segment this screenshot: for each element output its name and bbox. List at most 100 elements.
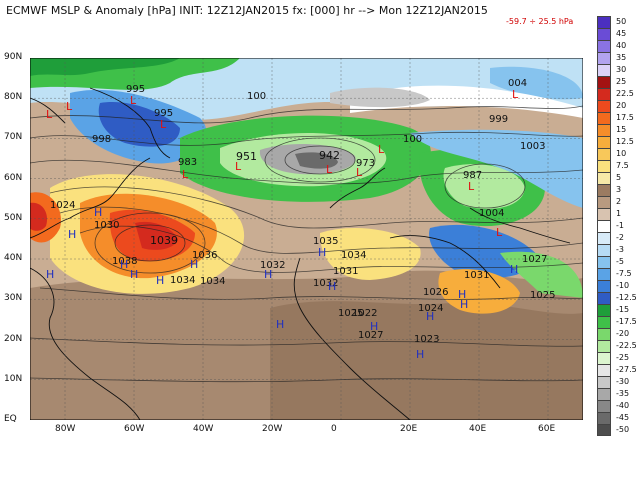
colorbar-label: 40 <box>616 41 627 50</box>
colorbar-label: 50 <box>616 17 627 26</box>
colorbar-label: -5 <box>616 257 624 266</box>
colorbar-label: 35 <box>616 53 627 62</box>
high-pressure-marker: H <box>328 280 336 293</box>
lon-label: 0 <box>331 424 337 434</box>
lon-label: 60E <box>538 424 556 434</box>
colorbar-cell <box>597 64 611 76</box>
low-pressure-marker: L <box>130 94 137 107</box>
anomaly-blue-top-right <box>490 66 583 100</box>
pressure-label: 1026 <box>423 287 448 298</box>
colorbar-cell <box>597 160 611 172</box>
lat-label: 20N <box>4 333 23 344</box>
pressure-label: 983 <box>178 157 197 168</box>
colorbar-cell <box>597 40 611 52</box>
lon-label: 20E <box>400 424 418 434</box>
pressure-label: 942 <box>319 149 340 162</box>
weather-map: 995 995 998 983 100 951 942 973 100 004 999 1003 987… <box>30 58 583 420</box>
colorbar <box>597 16 611 436</box>
colorbar-cell <box>597 424 611 436</box>
colorbar-label: -30 <box>616 377 630 386</box>
colorbar-label: -15 <box>616 305 630 314</box>
high-pressure-marker: H <box>460 298 468 311</box>
colorbar-cell <box>597 208 611 220</box>
anomaly-green-south <box>500 251 583 298</box>
lon-label: 60W <box>124 424 145 434</box>
colorbar-cell <box>597 280 611 292</box>
colorbar-label: -12.5 <box>616 293 637 302</box>
colorbar-label: 3 <box>616 185 622 194</box>
colorbar-cell <box>597 88 611 100</box>
high-pressure-marker: H <box>46 268 54 281</box>
anomaly-green-east-light <box>443 164 525 209</box>
colorbar-cell <box>597 292 611 304</box>
isobar-lines <box>30 105 583 383</box>
colorbar-label: -2 <box>616 233 624 242</box>
pressure-label: 1023 <box>414 334 439 345</box>
colorbar-cell <box>597 28 611 40</box>
colorbar-label: 7.5 <box>616 161 629 170</box>
pressure-label: 100 <box>403 134 422 145</box>
lat-label: 80N <box>4 92 23 103</box>
colorbar-label: -10 <box>616 281 630 290</box>
low-pressure-marker: L <box>356 166 363 179</box>
low-pressure-marker: L <box>66 100 73 113</box>
anomaly-yellow-mideast <box>438 269 520 314</box>
low-pressure-marker: L <box>512 88 519 101</box>
colorbar-label: -3 <box>616 245 624 254</box>
colorbar-cell <box>597 52 611 64</box>
lon-label: 80W <box>55 424 76 434</box>
pressure-label: 1030 <box>94 220 119 231</box>
high-pressure-marker: H <box>370 320 378 333</box>
colorbar-label: 2 <box>616 197 622 206</box>
high-pressure-marker: H <box>416 348 424 361</box>
colorbar-cell <box>597 124 611 136</box>
low-pressure-marker: L <box>496 226 503 239</box>
high-pressure-marker: H <box>94 206 102 219</box>
colorbar-label: -17.5 <box>616 317 637 326</box>
anomaly-tan-patch <box>270 301 583 420</box>
colorbar-label: 1 <box>616 209 622 218</box>
colorbar-label: 20 <box>616 101 627 110</box>
pressure-label: 998 <box>92 134 111 145</box>
pressure-label: 1031 <box>464 270 489 281</box>
pressure-label: 1022 <box>352 308 377 319</box>
pressure-label: 1027 <box>522 254 547 265</box>
lon-label: 40W <box>193 424 214 434</box>
graticule <box>30 58 583 420</box>
high-pressure-marker: H <box>510 263 518 276</box>
colorbar-label: 5 <box>616 173 622 182</box>
colorbar-cell <box>597 112 611 124</box>
colorbar-cell <box>597 220 611 232</box>
anomaly-red-core <box>135 221 178 250</box>
colorbar-cell <box>597 184 611 196</box>
colorbar-label: -25 <box>616 353 630 362</box>
pressure-label: 995 <box>126 84 145 95</box>
high-pressure-marker: H <box>458 288 466 301</box>
colorbar-label: 30 <box>616 65 627 74</box>
high-pressure-marker: H <box>426 310 434 323</box>
colorbar-cell <box>597 148 611 160</box>
coastlines <box>30 87 571 420</box>
pressure-label: 1024 <box>418 303 443 314</box>
high-pressure-marker: H <box>190 258 198 271</box>
lat-label: 60N <box>4 172 23 183</box>
low-pressure-marker: L <box>46 108 53 121</box>
pressure-label: 1025 <box>530 290 555 301</box>
pressure-label: 1034 <box>341 250 366 261</box>
colorbar-cell <box>597 400 611 412</box>
colorbar-label: -50 <box>616 425 630 434</box>
pressure-label: 973 <box>356 158 375 169</box>
colorbar-label: -40 <box>616 401 630 410</box>
low-pressure-marker: L <box>182 168 189 181</box>
anomaly-blue-europe <box>410 129 583 208</box>
pressure-label: 1004 <box>479 208 504 219</box>
colorbar-cell <box>597 388 611 400</box>
pressure-label: 100 <box>247 91 266 102</box>
colorbar-label: 25 <box>616 77 627 86</box>
pressure-label: 1038 <box>112 256 137 267</box>
lat-label: 50N <box>4 212 23 223</box>
anomaly-green-north-inner <box>30 58 180 76</box>
colorbar-label: 22.5 <box>616 89 634 98</box>
high-pressure-marker: H <box>68 228 76 241</box>
anomaly-grey-arctic <box>330 87 430 108</box>
